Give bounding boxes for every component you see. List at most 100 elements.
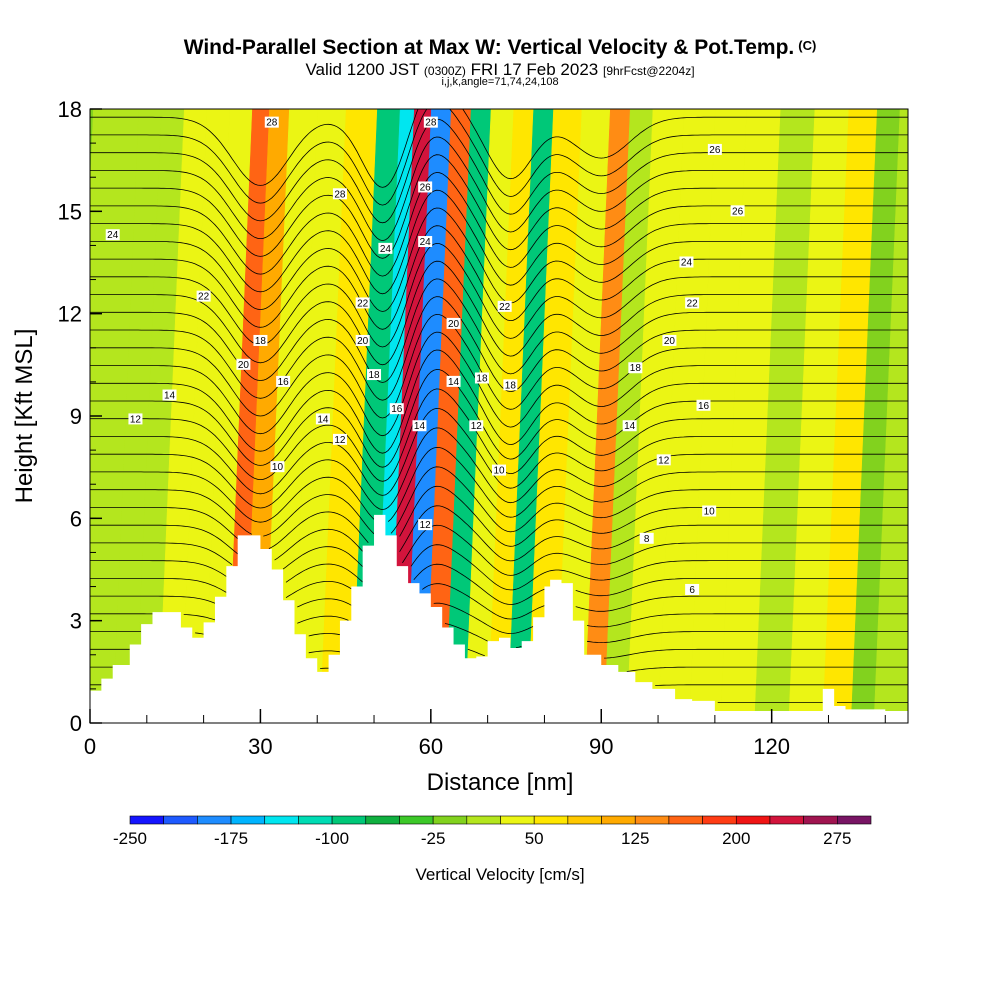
theta-label-text: 22 [198, 292, 210, 303]
w-band [720, 109, 782, 723]
theta-label: 12 [469, 420, 484, 432]
theta-label: 22 [355, 297, 370, 309]
theta-label-text: 16 [391, 404, 403, 415]
w-band [487, 109, 534, 723]
theta-label-bg [702, 505, 717, 517]
theta-contour-line [90, 369, 908, 468]
theta-label-bg [105, 229, 120, 241]
theta-label-bg [264, 116, 279, 128]
theta-label-bg [315, 413, 330, 425]
theta-label: 14 [412, 420, 427, 432]
theta-label-bg [162, 389, 177, 401]
theta-label-text: 8 [644, 534, 650, 545]
colorbar-swatch [668, 815, 703, 825]
y-tick-label: 15 [58, 199, 82, 224]
theta-contour-line [90, 602, 908, 634]
theta-contour-line [90, 544, 908, 591]
theta-contour-line [90, 666, 908, 672]
w-band [626, 109, 685, 723]
colorbar-swatch [331, 815, 367, 825]
theta-label-text: 24 [681, 258, 693, 269]
colorbar-swatch [500, 815, 535, 825]
theta-contour-line [90, 505, 908, 562]
theta-contour-line [90, 296, 908, 401]
theta-label-bg [497, 300, 512, 312]
theta-label-text: 26 [709, 145, 721, 156]
theta-contour-line [90, 466, 908, 537]
theta-label: 18 [253, 334, 268, 347]
x-tick-label: 120 [753, 734, 790, 759]
title-main-text: Wind-Parallel Section at Max W: Vertical… [183, 36, 795, 59]
w-band [873, 109, 908, 723]
x-axis-title: Distance [nm] [427, 769, 574, 796]
theta-contour-line [90, 260, 908, 366]
theta-label: 12 [418, 519, 433, 531]
theta-contour-line [90, 118, 908, 224]
theta-label-text: 22 [499, 302, 511, 313]
colorbar-title: Vertical Velocity [cm/s] [415, 865, 584, 884]
theta-label: 8 [639, 532, 654, 545]
y-tick-label: 18 [58, 97, 82, 122]
colorbar-swatch [837, 815, 872, 825]
theta-contour-line [90, 189, 908, 295]
theta-contour-line [90, 524, 908, 576]
theta-label-bg [412, 420, 427, 432]
theta-label: 12 [656, 454, 671, 466]
theta-label: 18 [474, 372, 489, 384]
theta-contour-line [90, 427, 908, 510]
theta-contour-line [90, 407, 908, 496]
theta-label-bg [253, 334, 268, 346]
theta-label-text: 18 [476, 373, 488, 384]
theta-label: 20 [355, 334, 370, 347]
theta-label: 24 [418, 236, 433, 248]
colorbar-swatch [432, 815, 468, 825]
w-band [135, 109, 185, 723]
theta-label: 24 [105, 229, 120, 241]
theta-label-bg [469, 420, 484, 432]
w-band [405, 109, 452, 723]
colorbar-swatch [466, 815, 501, 825]
theta-label-bg [332, 188, 347, 200]
theta-label-text: 14 [414, 421, 426, 432]
theta-contour-line [90, 154, 908, 259]
theta-label-bg [639, 532, 654, 544]
theta-label-text: 12 [130, 414, 142, 425]
y-tick-label: 6 [70, 506, 82, 531]
y-tick-label: 0 [70, 711, 82, 736]
theta-label-bg [707, 143, 722, 155]
colorbar-tick-label: -250 [113, 829, 147, 848]
theta-label-text: 28 [266, 118, 278, 129]
theta-label-bg [685, 583, 700, 595]
theta-label-bg [418, 236, 433, 248]
colorbar: -250 -175 -100 -25 50 125 200 275 [113, 815, 872, 848]
chart-title: Wind-Parallel Section at Max W: Vertical… [0, 36, 1000, 60]
theta-label: 28 [332, 188, 347, 200]
theta-label-bg [378, 242, 393, 254]
theta-label-text: 18 [630, 363, 642, 374]
theta-label-text: 14 [624, 421, 636, 432]
theta-label: 28 [423, 116, 438, 129]
theta-label-bg [389, 403, 404, 415]
colorbar-swatch [634, 815, 670, 825]
theta-label-bg [679, 256, 694, 268]
x-tick-label: 30 [248, 734, 272, 759]
theta-label: 14 [446, 375, 461, 388]
theta-label: 18 [367, 369, 382, 381]
theta-label-bg [662, 334, 677, 346]
theta-contour-line [90, 136, 908, 242]
theta-label-text: 26 [732, 206, 744, 217]
w-band [822, 109, 878, 723]
w-band [788, 109, 850, 723]
theta-label-text: 10 [704, 507, 716, 518]
theta-label: 16 [696, 399, 711, 412]
theta-label: 20 [446, 317, 461, 330]
theta-label-text: 26 [420, 182, 432, 193]
theta-label-bg [128, 413, 143, 425]
theta-label-bg [474, 372, 489, 384]
theta-label: 26 [418, 181, 433, 193]
theta-label-text: 24 [380, 244, 392, 255]
theta-label: 10 [492, 464, 506, 477]
theta-contour-line [90, 563, 908, 605]
theta-label-text: 20 [448, 319, 460, 330]
theta-label: 14 [315, 413, 330, 425]
